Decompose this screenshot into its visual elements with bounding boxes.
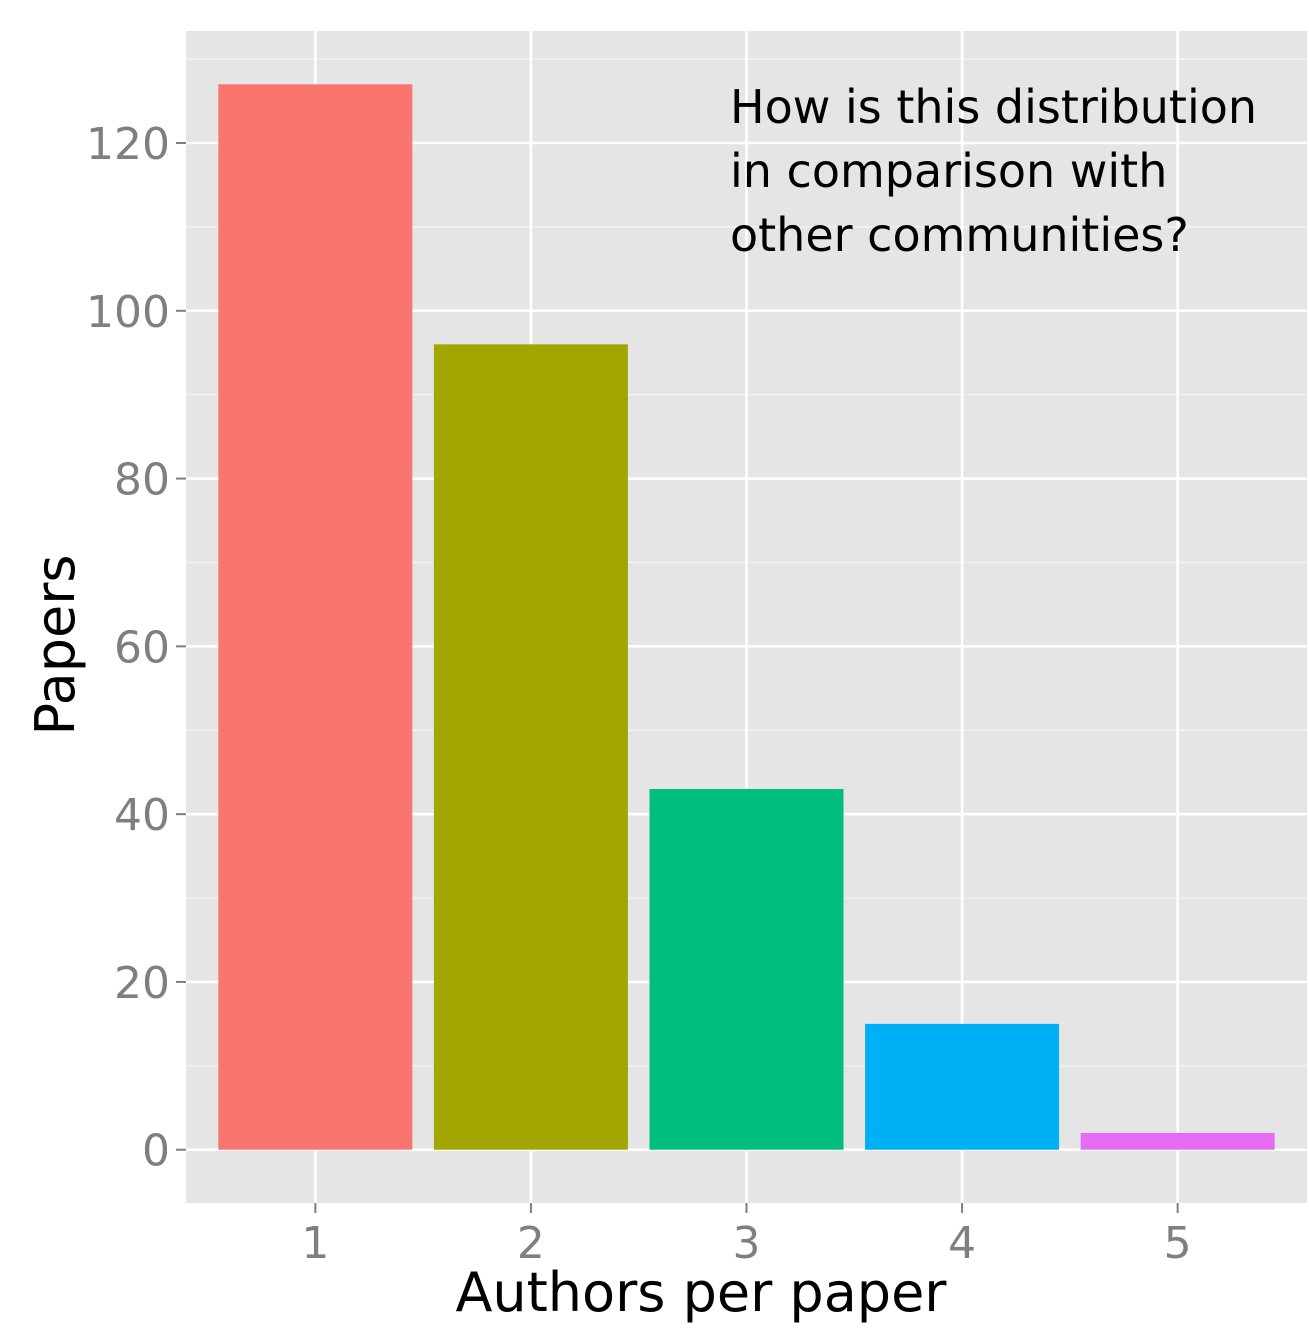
- x-tick-label-3: 3: [733, 1218, 761, 1269]
- x-tick-label-5: 5: [1164, 1218, 1192, 1269]
- y-axis: 0 20 40 60 80 100 120: [86, 119, 186, 1177]
- x-axis-title: Authors per paper: [455, 1261, 947, 1324]
- x-tick-label-1: 1: [301, 1218, 329, 1269]
- y-tick-label-100: 100: [86, 287, 170, 338]
- bar-2: [433, 344, 628, 1150]
- x-axis: 1 2 3 4 5: [301, 1203, 1192, 1269]
- annotation-line-1: How is this distribution: [730, 80, 1257, 134]
- bar-4: [865, 1023, 1060, 1150]
- y-tick-label-0: 0: [142, 1126, 170, 1177]
- y-tick-label-80: 80: [114, 455, 170, 506]
- x-tick-label-4: 4: [948, 1218, 976, 1269]
- y-axis-title: Papers: [24, 554, 87, 735]
- y-tick-label-120: 120: [86, 119, 170, 170]
- bar-5: [1080, 1132, 1275, 1150]
- bars: [218, 84, 1275, 1150]
- y-tick-label-20: 20: [114, 958, 170, 1009]
- y-tick-label-60: 60: [114, 622, 170, 673]
- y-tick-label-40: 40: [114, 790, 170, 841]
- bar-3: [649, 788, 844, 1150]
- bar-1: [218, 84, 413, 1150]
- annotation-line-2: in comparison with: [730, 144, 1167, 198]
- x-tick-label-2: 2: [517, 1218, 545, 1269]
- annotation-line-3: other communities?: [730, 208, 1189, 262]
